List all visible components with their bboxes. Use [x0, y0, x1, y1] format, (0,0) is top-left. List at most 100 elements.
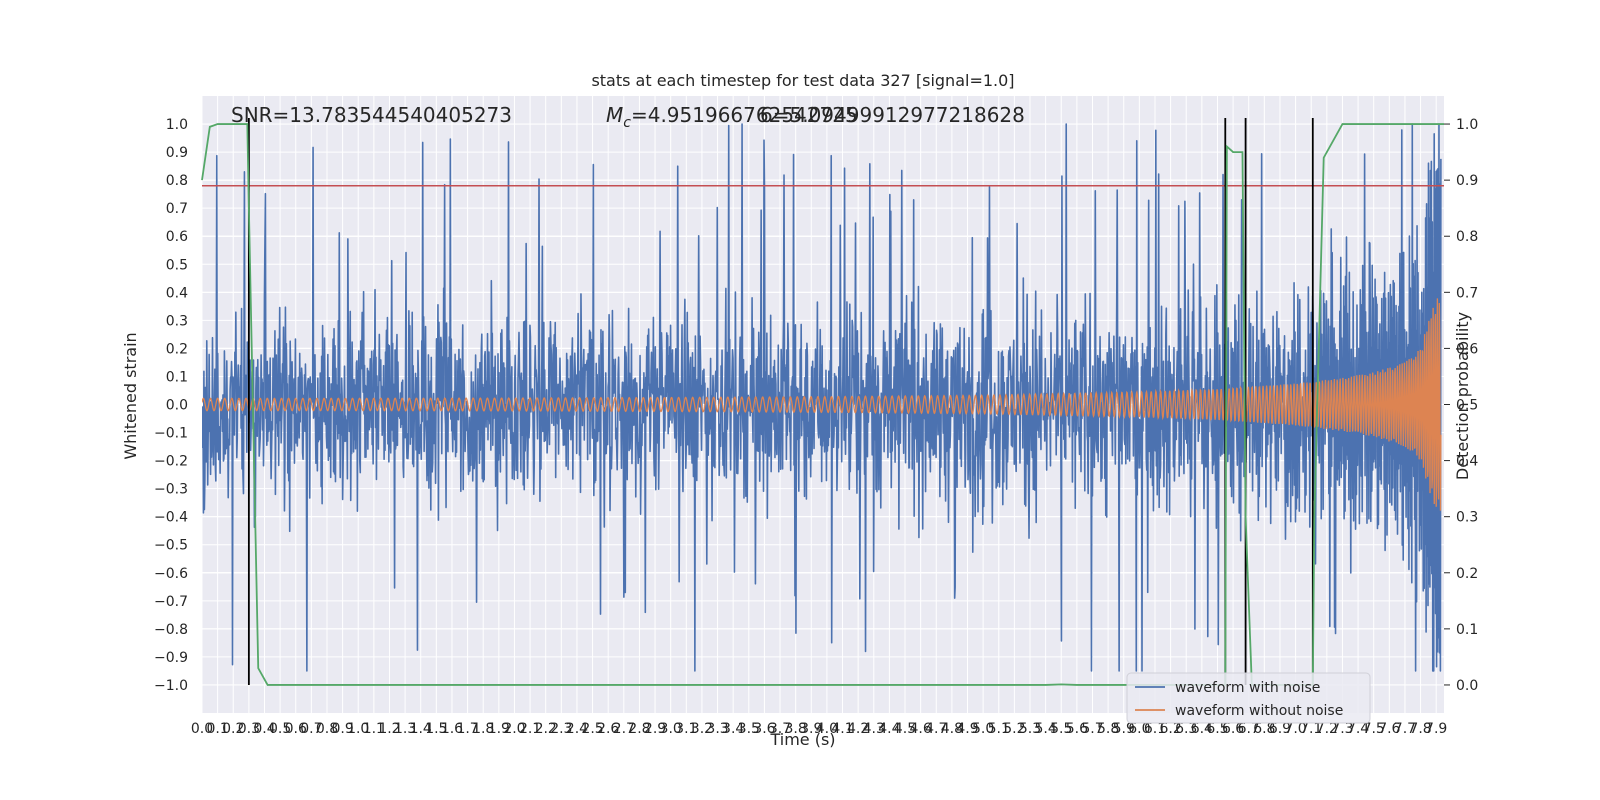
- x-tick-label: 1.7: [456, 721, 478, 737]
- x-tick-label: 3.1: [675, 721, 697, 737]
- x-tick-label: 0.6: [285, 721, 307, 737]
- x-tick-label: 6.2: [1159, 721, 1181, 737]
- x-tick-label: 2.4: [566, 721, 588, 737]
- x-tick-label: 6.9: [1269, 721, 1291, 737]
- x-tick-label: 2.9: [644, 721, 666, 737]
- y-tick-label-right: 0.4: [1456, 454, 1478, 470]
- x-tick-label: 3.4: [722, 721, 744, 737]
- x-tick-label: 2.0: [503, 721, 525, 737]
- x-tick-label: 2.2: [535, 721, 557, 737]
- legend: waveform with noise waveform without nois…: [1126, 672, 1371, 724]
- y-tick-label-left: 0.9: [166, 145, 188, 161]
- y-axis-label-right: Detection probability: [1453, 312, 1472, 480]
- x-tick-label: 4.5: [894, 721, 916, 737]
- x-tick-label: 6.5: [1206, 721, 1228, 737]
- y-tick-label-left: −0.9: [154, 650, 188, 666]
- x-tick-label: 6.6: [1222, 721, 1244, 737]
- x-tick-label: 4.6: [910, 721, 932, 737]
- x-tick-label: 3.9: [800, 721, 822, 737]
- x-axis-label: Time (s): [769, 730, 835, 749]
- x-tick-label: 4.0: [816, 721, 838, 737]
- x-tick-label: 5.4: [1034, 721, 1056, 737]
- x-tick-label: 1.5: [425, 721, 447, 737]
- y-tick-label-right: 0.9: [1456, 173, 1478, 189]
- mc-subscript: c: [623, 115, 631, 131]
- x-tick-label: 7.3: [1331, 721, 1353, 737]
- y-tick-label-left: 0.8: [166, 173, 188, 189]
- x-tick-label: 7.5: [1363, 721, 1385, 737]
- x-tick-label: 3.8: [785, 721, 807, 737]
- x-tick-label: 0.9: [331, 721, 353, 737]
- x-tick-label: 3.6: [753, 721, 775, 737]
- y-tick-label-left: 0.1: [166, 369, 188, 385]
- x-tick-label: 3.7: [769, 721, 791, 737]
- y-tick-label-right: 0.0: [1456, 678, 1478, 694]
- x-tick-label: 0.8: [316, 721, 338, 737]
- x-tick-label: 5.6: [1066, 721, 1088, 737]
- y-tick-label-left: −0.6: [154, 566, 188, 582]
- x-tick-label: 6.3: [1175, 721, 1197, 737]
- y-tick-label-left: −1.0: [154, 678, 188, 694]
- legend-box: [1126, 672, 1371, 724]
- x-tick-label: 7.2: [1316, 721, 1338, 737]
- x-tick-label: 6.7: [1238, 721, 1260, 737]
- mc-annotation: Mc=4.951966762542725: [606, 103, 858, 131]
- y-tick-label-left: −0.5: [154, 538, 188, 554]
- x-tick-label: 4.2: [847, 721, 869, 737]
- y-tick-label-left: 0.6: [166, 229, 188, 245]
- x-tick-label: 5.3: [1019, 721, 1041, 737]
- x-ticks: 0.00.10.20.30.40.50.60.70.80.91.01.11.21…: [191, 721, 1447, 737]
- x-tick-label: 4.4: [878, 721, 900, 737]
- x-tick-label: 5.9: [1113, 721, 1135, 737]
- x-tick-label: 7.4: [1347, 721, 1369, 737]
- x-tick-label: 0.2: [222, 721, 244, 737]
- x-tick-label: 7.7: [1394, 721, 1416, 737]
- x-tick-label: 0.1: [206, 721, 228, 737]
- x-tick-label: 6.0: [1128, 721, 1150, 737]
- y-tick-label-left: 0.0: [166, 398, 188, 414]
- y-tick-label-right: 0.1: [1456, 622, 1478, 638]
- x-tick-label: 5.7: [1081, 721, 1103, 737]
- x-tick-label: 1.1: [363, 721, 385, 737]
- x-tick-label: 5.1: [988, 721, 1010, 737]
- mc-symbol: M: [606, 103, 623, 127]
- y-tick-label-right: 0.5: [1456, 398, 1478, 414]
- x-tick-label: 1.3: [394, 721, 416, 737]
- x-tick-label: 5.5: [1050, 721, 1072, 737]
- clean-trace: [202, 298, 1442, 511]
- x-tick-label: 4.3: [863, 721, 885, 737]
- x-tick-label: 0.3: [238, 721, 260, 737]
- x-tick-label: 1.0: [347, 721, 369, 737]
- x-tick-label: 6.4: [1191, 721, 1213, 737]
- y-ticks-left: −1.0 −0.9 −0.8 −0.7 −0.6 −0.5 −0.4 −0.3 −0.2 −0.1…: [154, 117, 188, 694]
- x-tick-label: 1.8: [472, 721, 494, 737]
- x-tick-label: 3.2: [691, 721, 713, 737]
- y-tick-label-right: 0.3: [1456, 510, 1478, 526]
- series-waveform-with-noise: [202, 123, 1442, 672]
- x-tick-label: 4.9: [956, 721, 978, 737]
- y-tick-label-left: −0.2: [154, 454, 188, 470]
- x-tick-label: 7.9: [1425, 721, 1447, 737]
- mc-value: =4.951966762542725: [631, 103, 858, 127]
- y-tick-label-left: 1.0: [166, 117, 188, 133]
- x-tick-label: 4.8: [941, 721, 963, 737]
- y-tick-label-right: 1.0: [1456, 117, 1478, 133]
- series-detection-probability: [201, 123, 1444, 686]
- x-tick-label: 6.1: [1144, 721, 1166, 737]
- x-tick-label: 0.5: [269, 721, 291, 737]
- y-tick-label-left: 0.3: [166, 313, 188, 329]
- legend-label: waveform without noise: [1175, 703, 1343, 719]
- x-tick-label: 7.0: [1284, 721, 1306, 737]
- x-tick-label: 2.3: [550, 721, 572, 737]
- x-tick-label: 0.7: [300, 721, 322, 737]
- x-tick-label: 2.7: [613, 721, 635, 737]
- x-tick-label: 5.8: [1097, 721, 1119, 737]
- chart-title: stats at each timestep for test data 327…: [591, 71, 1014, 90]
- x-tick-label: 1.2: [378, 721, 400, 737]
- y-tick-label-left: −0.3: [154, 482, 188, 498]
- probability-trace: [201, 123, 1444, 686]
- y-tick-label-left: −0.8: [154, 622, 188, 638]
- y-axis-label-left: Whitened strain: [121, 332, 140, 459]
- overlap-annotation: 6=5.09499912977218628: [760, 103, 1025, 127]
- x-tick-label: 6.8: [1253, 721, 1275, 737]
